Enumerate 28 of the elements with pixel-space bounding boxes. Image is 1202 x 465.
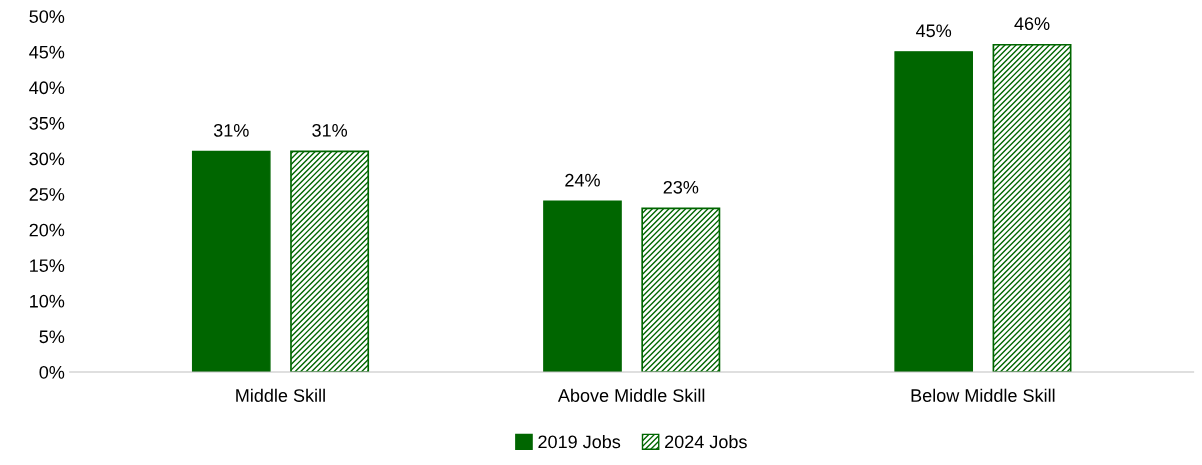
bar — [992, 43, 1072, 372]
data-label: 46% — [1014, 17, 1050, 31]
y-tick-label: 15% — [30, 259, 65, 272]
data-label: 31% — [312, 123, 348, 137]
y-tick-label: 25% — [29, 188, 65, 201]
x-tick-label: Below Middle Skill — [911, 388, 1055, 402]
bar — [290, 150, 370, 372]
legend-label: 2019 Jobs — [538, 434, 621, 449]
y-tick-label: 35% — [29, 116, 65, 130]
bar — [894, 51, 974, 372]
x-tick-label: Above Middle Skill — [557, 388, 705, 402]
data-label: 45% — [916, 24, 952, 38]
y-tick-label: 5% — [39, 330, 65, 344]
y-tick-label: 10% — [30, 294, 65, 308]
data-label: 23% — [663, 180, 699, 194]
y-tick-label: 40% — [29, 81, 65, 95]
bar — [641, 207, 721, 372]
y-tick-label: 20% — [29, 223, 65, 237]
y-tick-label: 0% — [39, 365, 65, 379]
legend-label: 2024 Jobs — [665, 434, 747, 449]
bar — [191, 150, 271, 372]
data-label: 31% — [213, 123, 249, 137]
y-tick-label: 50% — [29, 10, 65, 23]
data-label: 24% — [565, 173, 600, 187]
bar — [543, 200, 622, 372]
y-tick-label: 45% — [29, 45, 65, 59]
x-tick-label: Middle Skill — [236, 388, 325, 402]
y-tick-label: 30% — [29, 152, 65, 166]
